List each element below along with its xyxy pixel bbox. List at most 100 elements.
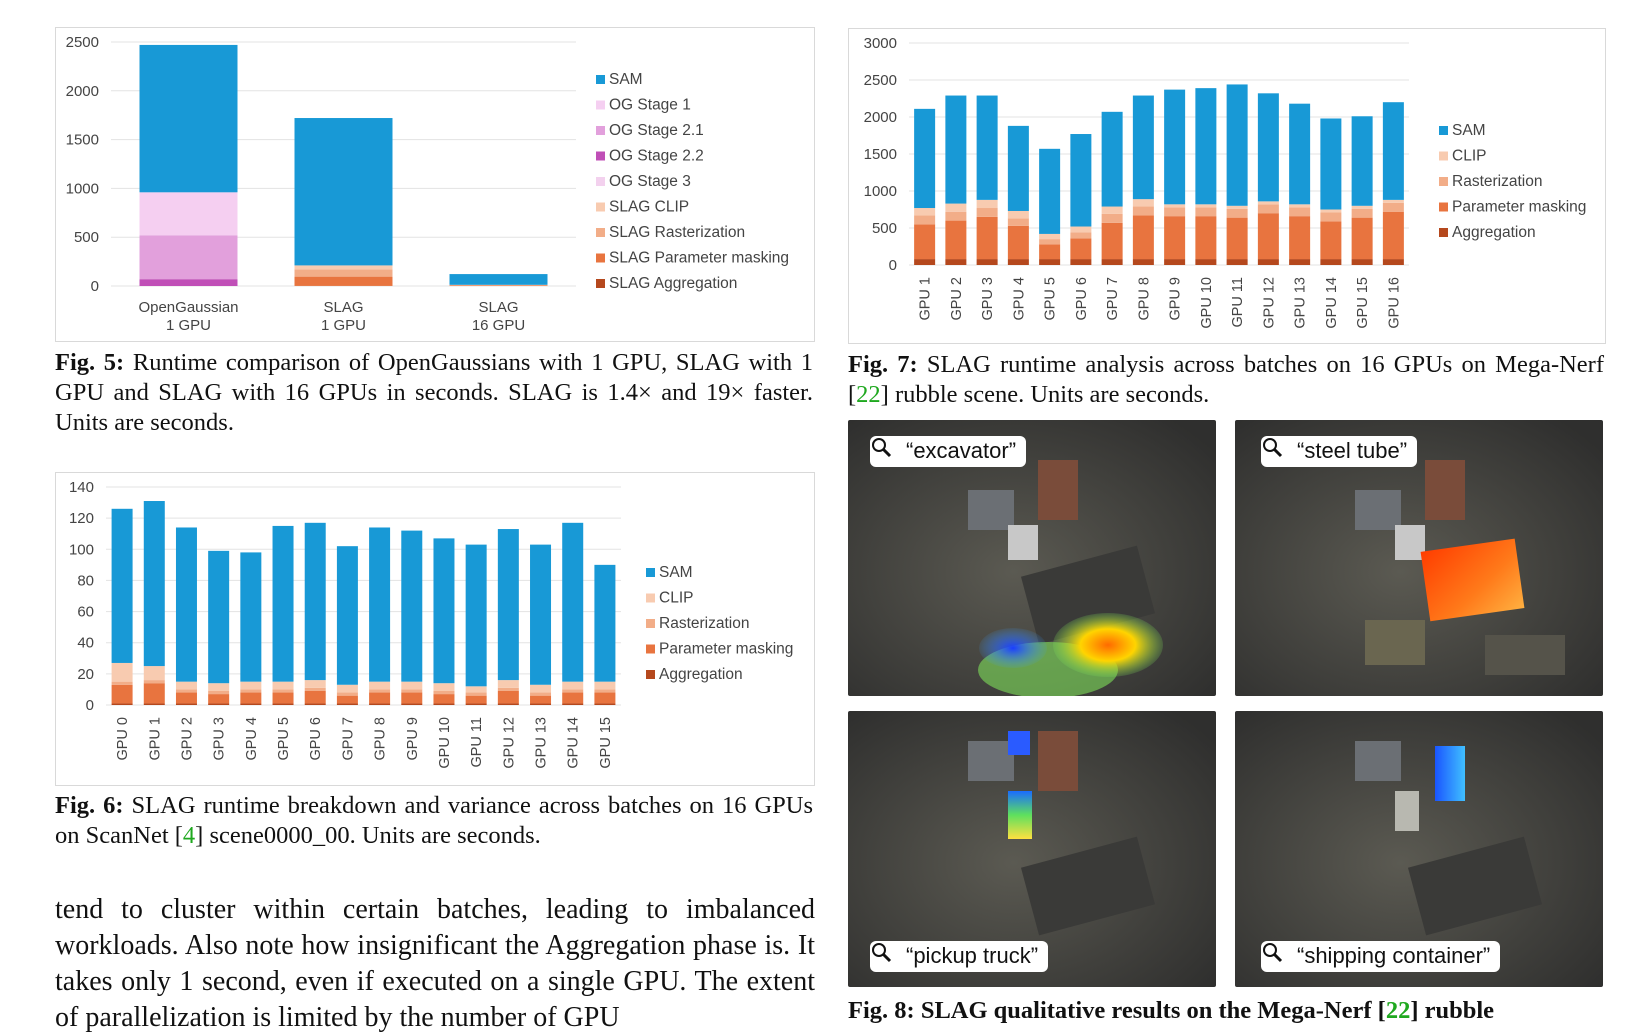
bar-segment xyxy=(1383,200,1404,203)
x-tick-label: GPU 9 xyxy=(405,717,421,761)
legend-swatch xyxy=(596,126,605,135)
x-tick-label: GPU 1 xyxy=(147,717,163,761)
bar-segment xyxy=(112,685,133,704)
legend-swatch xyxy=(646,670,655,679)
bar-segment xyxy=(1195,207,1216,216)
bar-segment xyxy=(369,527,390,681)
query-text: “shipping container” xyxy=(1297,943,1490,969)
bar-segment xyxy=(466,686,487,692)
bar-segment xyxy=(1164,207,1185,216)
bar-segment xyxy=(305,691,326,703)
bar-segment xyxy=(176,693,197,704)
query-label: “steel tube” xyxy=(1261,436,1417,467)
x-tick-label: GPU 8 xyxy=(373,717,389,761)
fig6-caption-post: ] scene0000_00. Units are seconds. xyxy=(195,822,541,849)
bar-segment xyxy=(1102,207,1123,214)
bar-segment xyxy=(295,269,393,276)
fig8-caption-post: ] rubble xyxy=(1410,997,1494,1024)
bar-segment xyxy=(1352,218,1373,259)
bar-segment xyxy=(1008,126,1029,211)
legend-label: CLIP xyxy=(659,590,693,607)
bar-segment xyxy=(450,274,548,285)
x-tick-label: GPU 15 xyxy=(598,717,614,769)
x-tick-label: GPU 5 xyxy=(276,717,292,761)
bar-segment xyxy=(914,215,935,224)
bar-segment xyxy=(1383,259,1404,265)
bar-segment xyxy=(914,109,935,208)
y-tick-label: 2500 xyxy=(66,34,99,51)
legend-swatch xyxy=(596,101,605,110)
bar-segment xyxy=(562,689,583,692)
bar-segment xyxy=(112,663,133,682)
bar-segment xyxy=(1008,259,1029,265)
x-tick-label: GPU 4 xyxy=(1011,277,1027,321)
bar-segment xyxy=(977,217,998,259)
bar-segment xyxy=(337,696,358,704)
bar-segment xyxy=(273,526,294,682)
bar-segment xyxy=(1227,259,1248,265)
bar-segment xyxy=(1133,207,1154,216)
bar-segment xyxy=(369,682,390,690)
bar-segment xyxy=(144,683,165,703)
bar-segment xyxy=(1258,204,1279,213)
bar-segment xyxy=(1070,232,1091,238)
legend-label: SAM xyxy=(659,564,693,581)
bar-segment xyxy=(562,693,583,704)
query-label: “excavator” xyxy=(870,436,1026,467)
fig7-citation-link[interactable]: 22 xyxy=(856,381,881,408)
x-tick-label: GPU 3 xyxy=(212,717,228,761)
scene-image-shipping-container: “shipping container” xyxy=(1235,711,1603,987)
bar-segment xyxy=(240,689,261,692)
legend-swatch xyxy=(1439,203,1448,212)
fig6-citation-link[interactable]: 4 xyxy=(183,822,195,849)
x-tick-label: GPU 15 xyxy=(1355,277,1371,329)
bar-segment xyxy=(594,703,615,705)
x-tick-label: GPU 4 xyxy=(244,717,260,761)
legend-label: Parameter masking xyxy=(1452,199,1586,216)
bar-segment xyxy=(1195,259,1216,265)
bar-segment xyxy=(240,703,261,705)
y-tick-label: 100 xyxy=(69,541,94,558)
bar-segment xyxy=(208,691,229,694)
legend-swatch xyxy=(596,152,605,161)
legend-label: SAM xyxy=(609,71,643,88)
bar-segment xyxy=(140,192,238,235)
bar-segment xyxy=(1289,204,1310,207)
x-tick-label: GPU 7 xyxy=(1105,277,1121,321)
query-label: “shipping container” xyxy=(1261,941,1500,972)
bar-segment xyxy=(337,546,358,685)
x-tick-label: 1 GPU xyxy=(166,317,211,334)
bar-segment xyxy=(466,693,487,696)
legend-swatch xyxy=(596,279,605,288)
legend-swatch xyxy=(1439,152,1448,161)
scene-image-pickup-truck: “pickup truck” xyxy=(848,711,1216,987)
legend-label: SLAG Aggregation xyxy=(609,275,737,292)
body-paragraph-text: tend to cluster within certain batches, … xyxy=(55,892,815,1036)
query-label: “pickup truck” xyxy=(870,941,1048,972)
bar-segment xyxy=(1289,259,1310,265)
x-tick-label: GPU 12 xyxy=(501,717,517,769)
bar-segment xyxy=(594,693,615,704)
legend-label: Parameter masking xyxy=(659,641,793,658)
x-tick-label: GPU 6 xyxy=(308,717,324,761)
bar-segment xyxy=(369,689,390,692)
x-tick-label: GPU 11 xyxy=(469,717,485,768)
bar-segment xyxy=(369,693,390,704)
bar-segment xyxy=(305,688,326,691)
bar-segment xyxy=(1008,211,1029,218)
fig8-citation-link[interactable]: 22 xyxy=(1386,997,1411,1024)
y-tick-label: 60 xyxy=(77,604,94,621)
bar-segment xyxy=(1320,259,1341,265)
fig6-caption-label: Fig. 6: xyxy=(55,792,124,819)
bar-segment xyxy=(433,538,454,683)
legend-swatch xyxy=(596,228,605,237)
query-text: “steel tube” xyxy=(1297,438,1407,464)
query-text: “pickup truck” xyxy=(906,943,1038,969)
x-tick-label: SLAG xyxy=(323,299,363,316)
fig7-caption-label: Fig. 7: xyxy=(848,351,918,378)
bar-segment xyxy=(1352,259,1373,265)
bar-segment xyxy=(1164,216,1185,259)
x-tick-label: GPU 10 xyxy=(437,717,453,769)
legend-swatch xyxy=(596,177,605,186)
bar-segment xyxy=(914,259,935,265)
